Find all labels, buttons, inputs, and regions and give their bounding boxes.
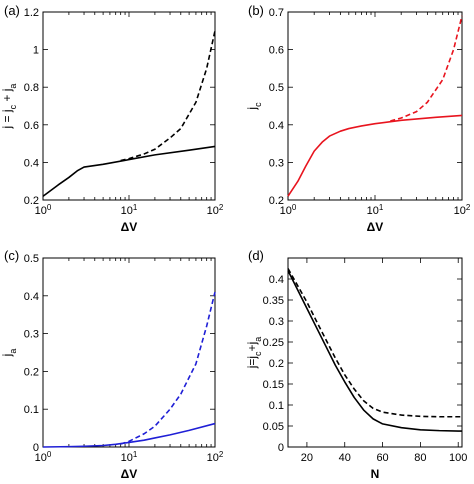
panel-label: (d) [248, 248, 264, 263]
y-tick-label: 0.2 [269, 195, 284, 207]
x-tick-label: 102 [454, 203, 471, 218]
y-tick-label: 0.4 [269, 120, 284, 132]
y-tick-label: 0 [33, 442, 39, 454]
series-solid-line [42, 145, 216, 197]
x-tick-label: 102 [207, 450, 224, 465]
x-tick-label: 100 [35, 450, 52, 465]
panel-1: 100 101 102 0.2 0.4 0.6 0.8 1 1.2 ΔV j = jc + ja (a… [0, 3, 224, 234]
y-tick-label: 0.1 [24, 404, 39, 416]
y-tick-label: 0.3 [24, 329, 39, 341]
y-tick-label: 0.2 [24, 195, 39, 207]
series-dashed-line [120, 30, 216, 162]
x-tick-label: 102 [207, 203, 224, 218]
series-solid-line [287, 114, 463, 197]
y-tick-label: 0.3 [269, 157, 284, 169]
plot-area-frame [42, 11, 216, 201]
x-axis-label: N [371, 467, 380, 481]
y-tick-label: 0.5 [269, 82, 284, 94]
x-axis-label: ΔV [367, 220, 384, 234]
y-tick-label: 0.4 [269, 274, 284, 286]
series-dashed-line [390, 15, 463, 122]
x-tick-label: 101 [367, 203, 384, 218]
panel-3: 100 101 102 0 0.1 0.2 0.3 0.4 0.5 ΔV ja (c) [0, 248, 224, 481]
y-axis-label: jc [245, 102, 263, 111]
y-tick-label: 0.4 [24, 291, 39, 303]
y-tick-label: 0.2 [24, 366, 39, 378]
plot-area-frame [42, 257, 216, 448]
y-tick-label: 0.8 [24, 82, 39, 94]
series-dashed-line [120, 291, 216, 445]
y-tick-label: 0 [278, 442, 284, 454]
panel-4: 20 40 60 80 100 0 0.05 0.1 0.15 0.2 0.25 0.3 0.35 0.4… [245, 248, 467, 481]
x-tick-label: 100 [280, 203, 297, 218]
x-tick-label: 101 [121, 450, 138, 465]
x-tick-label: 101 [121, 203, 138, 218]
panel-label: (a) [4, 3, 20, 18]
y-tick-label: 0.2 [269, 358, 284, 370]
y-tick-label: 0.05 [263, 421, 284, 433]
panel-2: 100 101 102 0.2 0.3 0.4 0.5 0.6 0.7 ΔV jc (b) [245, 3, 471, 234]
x-tick-label: 80 [414, 452, 426, 464]
x-axis-label: ΔV [121, 467, 138, 481]
y-axis-label: ja [0, 349, 18, 358]
x-tick-label: 40 [339, 452, 351, 464]
x-tick-label: 20 [301, 452, 313, 464]
y-tick-label: 0.3 [269, 316, 284, 328]
plot-area-frame [287, 257, 463, 448]
y-axis-label: j = jc + ja [0, 84, 18, 130]
y-tick-label: 0.15 [263, 379, 284, 391]
y-tick-label: 0.5 [24, 253, 39, 265]
plot-area-frame [287, 11, 463, 201]
y-tick-label: 0.35 [263, 295, 284, 307]
panel-label: (b) [248, 3, 264, 18]
y-tick-label: 0.6 [24, 120, 39, 132]
x-tick-label: 60 [376, 452, 388, 464]
x-axis-label: ΔV [121, 220, 138, 234]
x-tick-label: 100 [449, 452, 467, 464]
y-tick-label: 0.25 [263, 337, 284, 349]
y-tick-label: 0.6 [269, 45, 284, 57]
y-tick-label: 1 [33, 45, 39, 57]
series-solid-line [42, 422, 216, 448]
y-tick-label: 0.4 [24, 157, 39, 169]
series-dashed-line [287, 268, 462, 418]
panel-label: (c) [4, 248, 19, 263]
y-axis-label: j=jc+ja [245, 337, 263, 370]
y-tick-label: 0.7 [269, 7, 284, 19]
y-tick-label: 0.1 [269, 400, 284, 412]
series-solid-line [287, 270, 462, 432]
y-tick-label: 1.2 [24, 7, 39, 19]
x-tick-label: 100 [35, 203, 52, 218]
